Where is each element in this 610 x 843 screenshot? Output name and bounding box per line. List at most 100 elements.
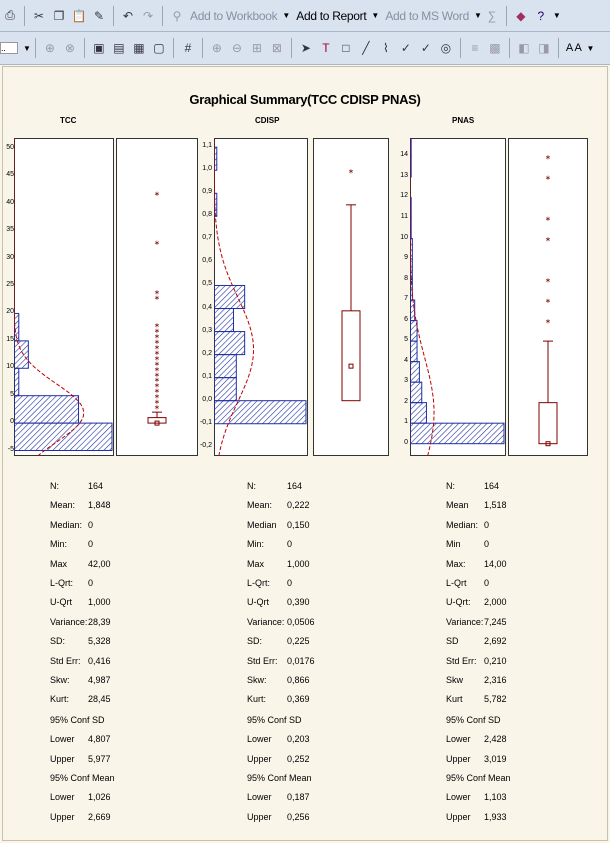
stat-value: 0,0176 — [287, 655, 315, 666]
sigma-icon[interactable]: ∑ — [487, 8, 497, 23]
undo-icon[interactable]: ↶ — [122, 8, 134, 23]
outlier-marker: ∗ — [154, 343, 160, 351]
outlier-marker: ∗ — [154, 382, 160, 390]
print-preview-icon[interactable]: ⎙ — [5, 8, 15, 22]
stat-value: 0,252 — [287, 753, 310, 764]
chevron-down-icon[interactable]: ▼ — [371, 11, 380, 20]
chevron-down-icon[interactable]: ▼ — [473, 11, 482, 20]
help-icon[interactable]: ? — [537, 8, 545, 23]
separator — [459, 38, 461, 58]
histogram-bar — [14, 340, 29, 369]
y-tick-label: 50 — [6, 143, 14, 151]
separator — [113, 5, 114, 26]
stat-label: Max: — [446, 558, 466, 569]
book-icon[interactable]: ◆ — [516, 8, 526, 23]
copy-icon[interactable]: ❐ — [53, 8, 65, 23]
group-icon[interactable]: ▩ — [489, 41, 501, 55]
brush-icon[interactable]: ⊗ — [64, 41, 75, 55]
outlier-marker: ∗ — [154, 289, 160, 297]
stat-label: Kurt — [446, 694, 463, 705]
separator — [505, 5, 507, 26]
redo-icon[interactable]: ↷ — [142, 8, 154, 23]
stat-value: 5,328 — [88, 636, 111, 647]
add-to-report-button[interactable]: Add to Report — [296, 8, 367, 23]
zoom-icon[interactable]: ⊕ — [44, 41, 55, 55]
y-tick-label: 0,3 — [202, 326, 212, 334]
stat-label: Variance: — [446, 616, 484, 627]
histogram-plot[interactable] — [14, 138, 114, 456]
stat-label: Lower — [50, 734, 75, 745]
stat-label: Lower — [446, 792, 471, 803]
rectangle-tool-icon[interactable]: □ — [342, 41, 350, 55]
zoom-in-icon[interactable]: ⊕ — [211, 41, 222, 55]
variable-label: TCC — [60, 116, 77, 125]
stat-value: 5,977 — [88, 753, 111, 764]
paste-icon[interactable]: 📋 — [71, 8, 87, 23]
add-to-word-button[interactable]: Add to MS Word — [385, 8, 469, 23]
y-tick-label: 0,7 — [202, 234, 212, 242]
line-tool-icon[interactable]: ╱ — [362, 41, 370, 55]
stat-value: 1,103 — [484, 792, 507, 803]
zoom-out-icon[interactable]: ⊖ — [231, 41, 242, 55]
stat-value: 0 — [484, 578, 490, 588]
bring-front-icon[interactable]: ◧ — [518, 41, 530, 55]
layout-icon[interactable]: ▦ — [133, 41, 145, 55]
page-icon[interactable]: ▢ — [153, 41, 165, 55]
normal-curve — [214, 138, 255, 456]
font-button[interactable]: A A — [565, 42, 582, 54]
stat-label: Min: — [50, 539, 68, 550]
outlier-marker: ∗ — [154, 371, 160, 379]
chart-icon[interactable]: ▤ — [113, 41, 125, 55]
freehand-tool-icon[interactable]: ✓ — [420, 41, 431, 55]
graph-icon[interactable]: ▣ — [93, 41, 105, 55]
y-tick-label: 3 — [404, 377, 408, 385]
chevron-down-icon[interactable]: ▼ — [282, 11, 291, 20]
outlier-marker: ∗ — [154, 321, 160, 329]
stat-value: 0,150 — [287, 519, 310, 530]
marker-tool-icon[interactable]: ✓ — [400, 41, 411, 55]
stat-label: 95% Conf SD — [446, 714, 501, 725]
y-tick-label: 4 — [404, 356, 408, 364]
stat-label: U-Qrt — [50, 597, 72, 608]
stat-value: 2,316 — [484, 675, 507, 685]
zoom-select[interactable]: .. — [0, 42, 18, 54]
scale-icon[interactable]: ⊞ — [251, 41, 262, 55]
histogram-plot[interactable] — [214, 138, 308, 456]
separator — [172, 38, 174, 58]
pointer-icon[interactable]: ➤ — [300, 41, 311, 55]
stat-value: 14,00 — [484, 558, 507, 569]
graph-title: Graphical Summary(TCC CDISP PNAS) — [189, 92, 421, 107]
y-tick-label: 0,6 — [202, 257, 212, 265]
stat-value: 2,428 — [484, 734, 507, 745]
cut-icon[interactable]: ✂ — [33, 8, 45, 23]
histogram-bar — [14, 395, 80, 424]
stat-label: Upper — [247, 811, 272, 822]
box-plot[interactable]: ∗ ∗ ∗ ∗ ∗ ∗ ∗ ∗ ∗ ∗ ∗ ∗ ∗ ∗ ∗ ∗ ∗ ∗ ∗ ∗ — [116, 138, 198, 456]
box-plot[interactable]: ∗ ∗ ∗ ∗ ∗ ∗ ∗ — [508, 138, 588, 456]
y-tick-label: 0,0 — [202, 395, 212, 403]
pan-icon[interactable]: ⊠ — [271, 41, 282, 55]
chevron-down-icon[interactable]: ▼ — [552, 11, 561, 20]
stat-label: L-Qrt: — [50, 578, 74, 588]
polyline-tool-icon[interactable]: ⌇ — [382, 41, 389, 55]
align-icon[interactable]: ≡ — [471, 41, 479, 55]
y-tick-label: 20 — [6, 308, 14, 316]
chevron-down-icon[interactable]: ▼ — [23, 43, 31, 53]
add-to-workbook-button[interactable]: Add to Workbook — [190, 8, 278, 23]
histogram-bar — [410, 196, 412, 219]
y-tick-label: 6 — [404, 315, 408, 323]
box-plot[interactable]: ∗ — [313, 138, 389, 456]
chevron-down-icon[interactable]: ▼ — [586, 43, 595, 53]
send-back-icon[interactable]: ◨ — [538, 41, 550, 55]
stat-label: Std Err: — [446, 655, 477, 666]
ellipse-tool-icon[interactable]: ◎ — [440, 41, 452, 55]
y-tick-label: 8 — [404, 274, 408, 282]
binoculars-icon[interactable]: ⚲ — [172, 8, 182, 23]
format-painter-icon[interactable]: ✎ — [93, 8, 105, 23]
grid-icon[interactable]: # — [184, 41, 192, 55]
stat-value: 2,000 — [484, 597, 507, 608]
text-tool-icon[interactable]: T — [322, 41, 330, 55]
histogram-plot[interactable] — [410, 138, 506, 456]
outlier-marker: ∗ — [154, 376, 160, 384]
separator — [24, 5, 25, 26]
